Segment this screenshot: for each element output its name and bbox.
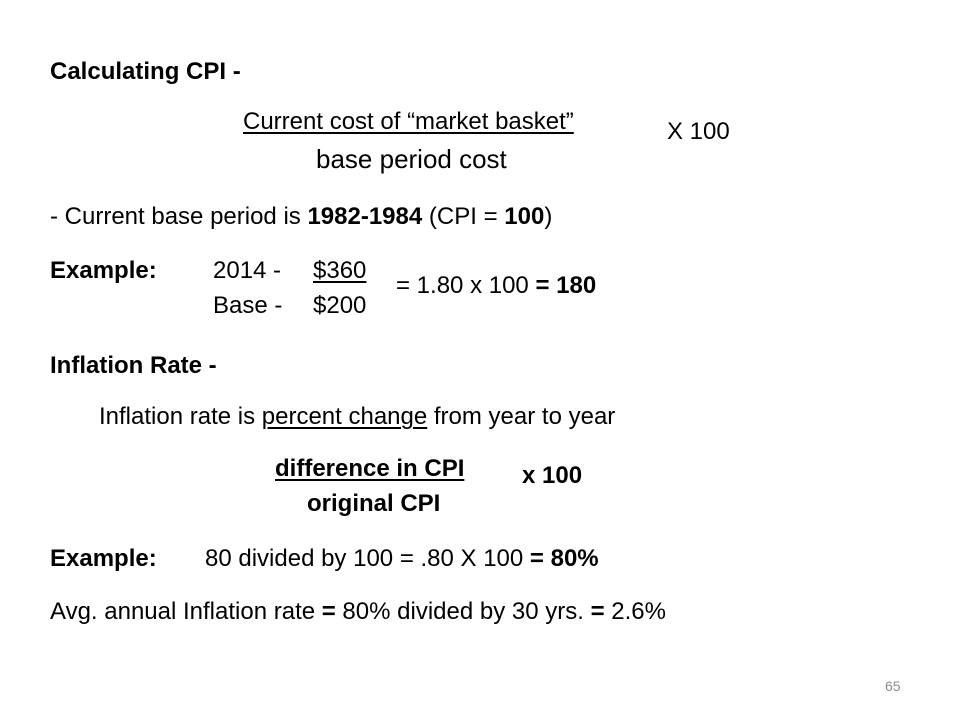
avg-inflation-result: 2.6% <box>604 598 666 625</box>
inflation-definition: Inflation rate is percent change from ye… <box>99 403 615 431</box>
example-inflation-calc: 80 divided by 100 = .80 X 100 <box>205 545 530 572</box>
cpi-formula-multiplier: X 100 <box>667 118 730 145</box>
inflation-formula-denominator: original CPI <box>307 490 441 517</box>
avg-inflation-eq1: = <box>321 598 336 625</box>
base-period-line: - Current base period is 1982-1984 (CPI … <box>50 203 552 231</box>
example-cpi-row1-label: 2014 - <box>213 257 282 284</box>
example-cpi-label: Example: <box>50 257 157 284</box>
example-cpi-row2-value: $200 <box>313 292 367 319</box>
example-inflation-label: Example: <box>50 545 157 572</box>
cpi-formula-denominator: base period cost <box>316 144 507 174</box>
inflation-definition-suffix: from year to year <box>427 403 616 430</box>
avg-inflation-prefix: Avg. annual Inflation rate <box>50 598 322 625</box>
example-cpi-result-eq: = 1.80 x 100 <box>396 272 536 299</box>
base-period-prefix: - Current base period is <box>50 203 308 230</box>
inflation-definition-underlined: percent change <box>261 403 428 430</box>
avg-inflation-middle: 80% divided by 30 yrs. <box>335 598 591 625</box>
inflation-definition-prefix: Inflation rate is <box>99 403 262 430</box>
example-inflation-result: = 80% <box>529 545 599 572</box>
heading-inflation-rate: Inflation Rate - <box>50 352 217 379</box>
base-period-years: 1982-1984 <box>307 203 423 230</box>
base-period-cpi-value: 100 <box>504 203 545 230</box>
base-period-mid: (CPI = <box>422 203 505 230</box>
heading-calculating-cpi: Calculating CPI - <box>50 58 241 85</box>
example-cpi-result: = 1.80 x 100 = 180 <box>396 272 596 300</box>
example-cpi-row1-value: $360 <box>313 257 367 284</box>
example-inflation-text: 80 divided by 100 = .80 X 100 = 80% <box>205 545 599 573</box>
inflation-formula-multiplier: x 100 <box>522 462 583 489</box>
example-cpi-result-value: = 180 <box>535 272 597 299</box>
cpi-formula-numerator: Current cost of “market basket” <box>243 108 574 135</box>
slide-number: 65 <box>885 678 901 694</box>
base-period-suffix: ) <box>544 203 553 230</box>
avg-inflation-eq2: = <box>590 598 605 625</box>
inflation-formula-numerator: difference in CPI <box>275 455 465 482</box>
example-cpi-row2-label: Base - <box>213 292 283 319</box>
avg-inflation-line: Avg. annual Inflation rate = 80% divided… <box>50 598 666 626</box>
